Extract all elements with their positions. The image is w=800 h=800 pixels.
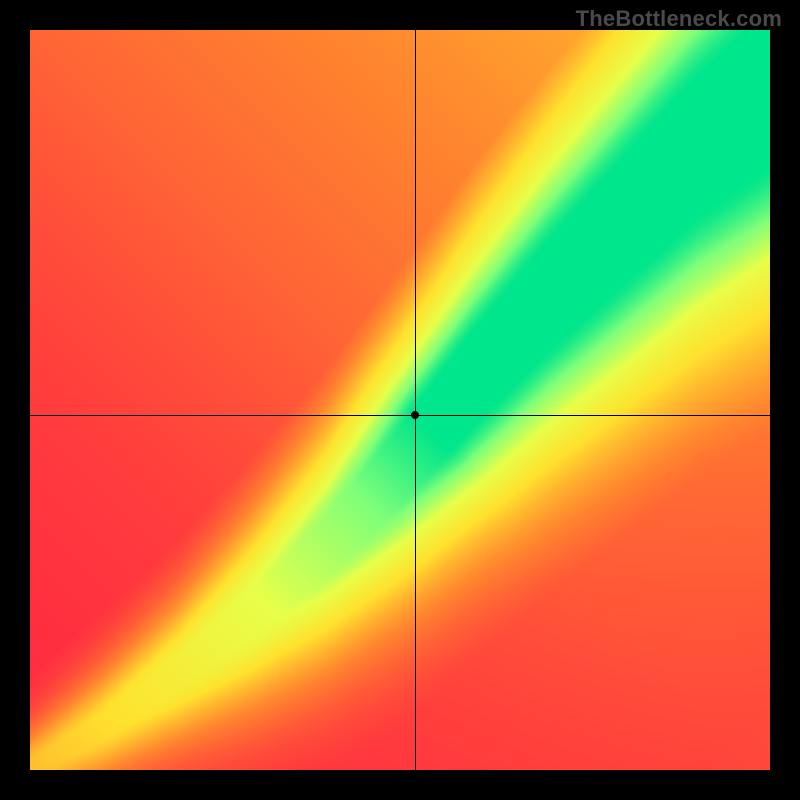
crosshair-dot <box>411 411 419 419</box>
crosshair-vertical <box>415 30 416 770</box>
crosshair-horizontal <box>30 415 770 416</box>
watermark-text: TheBottleneck.com <box>576 6 782 32</box>
heatmap-canvas <box>30 30 770 770</box>
heatmap-plot <box>30 30 770 770</box>
